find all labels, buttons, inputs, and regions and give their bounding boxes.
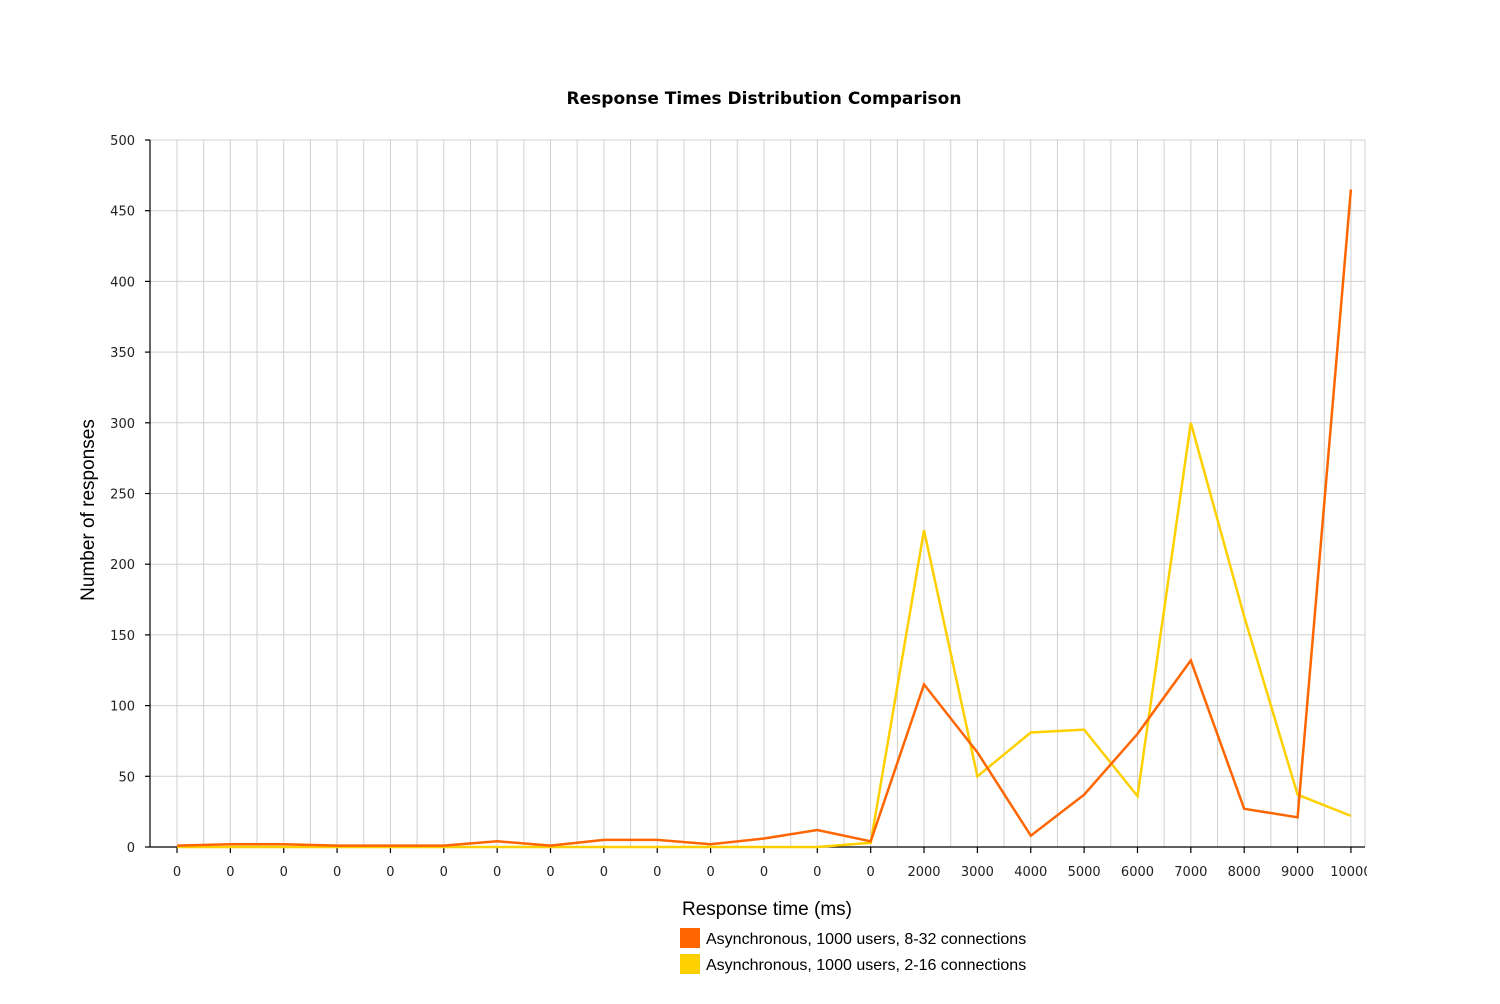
- x-tick-label: 0: [493, 865, 501, 880]
- legend: Asynchronous, 1000 users, 8-32 connectio…: [680, 928, 1026, 974]
- grid: [150, 139, 1366, 848]
- series-layer: [176, 189, 1353, 849]
- legend-label-1: Asynchronous, 1000 users, 8-32 connectio…: [706, 931, 1026, 948]
- x-tick-label: 0: [546, 865, 554, 880]
- x-tick-label: 0: [333, 865, 341, 880]
- x-axis-label: Response time (ms): [682, 899, 852, 920]
- x-tick-label: 0: [280, 865, 288, 880]
- x-tick-label: 0: [813, 865, 821, 880]
- x-tick-label: 0: [386, 865, 394, 880]
- y-tick-label: 250: [110, 488, 135, 503]
- legend-label-2: Asynchronous, 1000 users, 2-16 connectio…: [706, 957, 1026, 974]
- x-tick-label: 0: [760, 865, 768, 880]
- x-tick-label: 0: [440, 865, 448, 880]
- y-tick-label: 300: [110, 417, 135, 432]
- y-tick-label: 500: [110, 134, 135, 149]
- legend-swatch-2: [680, 954, 700, 974]
- x-tick-label: 0: [653, 865, 661, 880]
- y-tick-label: 400: [110, 275, 135, 290]
- x-tick-label: 7000: [1174, 865, 1207, 880]
- x-tick-label: 2000: [907, 865, 940, 880]
- x-tick-label: 0: [706, 865, 714, 880]
- series-line-2: [177, 422, 1352, 849]
- chart-title: Response Times Distribution Comparison: [567, 89, 962, 109]
- x-tick-label: 0: [867, 865, 875, 880]
- y-tick-label: 50: [118, 770, 135, 785]
- y-tick-label: 350: [110, 346, 135, 361]
- y-tick-label: 450: [110, 205, 135, 220]
- y-tick-label: 100: [110, 700, 135, 715]
- legend-swatch-1: [680, 928, 700, 948]
- series-line-1: [176, 189, 1353, 847]
- x-tick-label: 6000: [1121, 865, 1154, 880]
- y-axis-label: Number of responses: [78, 419, 99, 601]
- y-tick-label: 200: [110, 558, 135, 573]
- x-tick-label: 0: [600, 865, 608, 880]
- x-tick-label: 4000: [1014, 865, 1047, 880]
- x-tick-label: 8000: [1228, 865, 1261, 880]
- axes: [145, 139, 1365, 853]
- x-tick-label: 5000: [1068, 865, 1101, 880]
- x-tick-label: 10000: [1330, 865, 1371, 880]
- x-tick-label: 0: [173, 865, 181, 880]
- x-tick-label: 3000: [961, 865, 994, 880]
- x-tick-label: 0: [226, 865, 234, 880]
- y-tick-label: 150: [110, 629, 135, 644]
- x-tick-label: 9000: [1281, 865, 1314, 880]
- y-tick-label: 0: [127, 841, 135, 856]
